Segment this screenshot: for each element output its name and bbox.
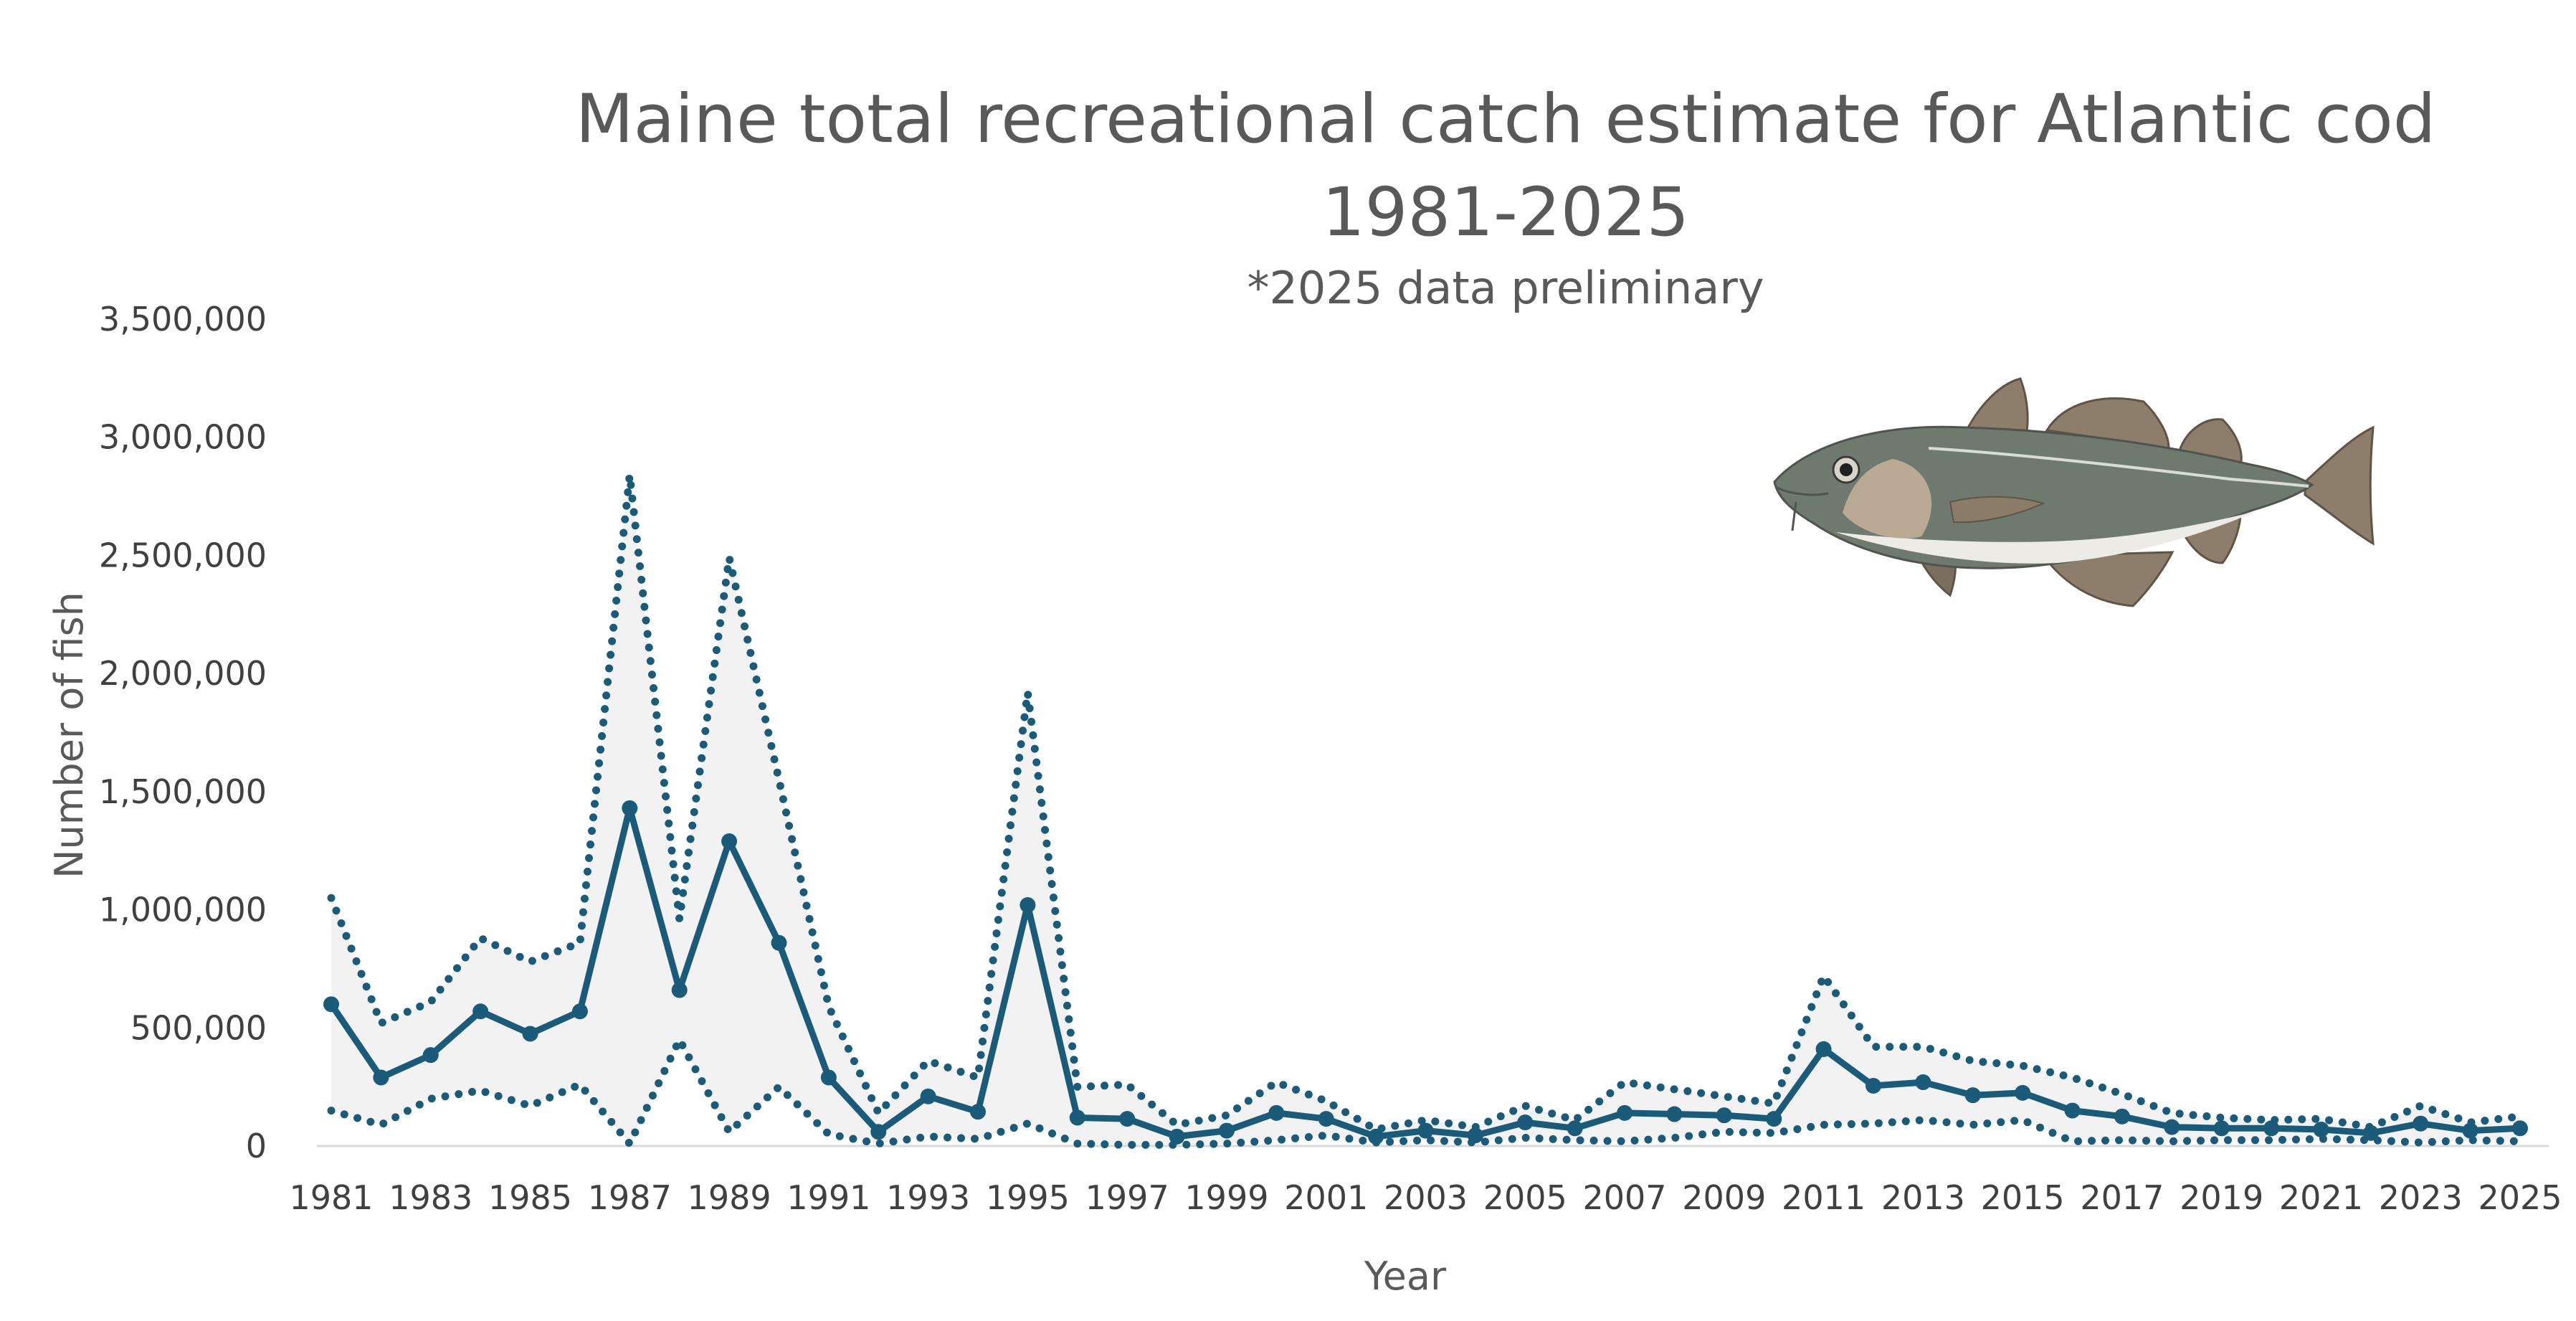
data-point: [1020, 896, 1036, 913]
atlantic-cod-image: [1773, 377, 2375, 607]
x-tick-label: 1987: [588, 1178, 672, 1217]
data-point: [771, 934, 787, 951]
x-tick-label: 2019: [2180, 1178, 2263, 1217]
data-point: [970, 1104, 987, 1120]
y-tick-label: 1,500,000: [99, 772, 267, 811]
y-tick-label: 2,000,000: [99, 654, 267, 693]
data-point: [870, 1124, 887, 1140]
confidence-band: [331, 475, 2520, 1145]
data-point: [323, 996, 339, 1013]
x-tick-label: 1991: [786, 1178, 870, 1217]
chart-subtitle: *2025 data preliminary: [1247, 262, 1764, 314]
data-point: [622, 800, 638, 816]
data-point: [671, 982, 688, 998]
data-point: [2462, 1122, 2478, 1139]
data-point: [1268, 1104, 1285, 1121]
x-tick-label: 1989: [688, 1178, 771, 1217]
data-point: [721, 833, 738, 850]
data-point: [422, 1047, 439, 1064]
x-tick-label: 2017: [2080, 1178, 2164, 1217]
data-point: [1467, 1127, 1483, 1144]
x-tick-label: 1997: [1085, 1178, 1169, 1217]
data-point: [820, 1069, 837, 1086]
x-tick-label: 2007: [1583, 1178, 1667, 1217]
data-point: [2313, 1121, 2329, 1137]
y-axis-title: Number of fish: [47, 592, 92, 879]
data-point: [522, 1026, 538, 1042]
x-tick-label: 1983: [389, 1178, 472, 1217]
x-tick-label: 2005: [1483, 1178, 1567, 1217]
data-point: [2362, 1124, 2379, 1141]
data-point: [2114, 1108, 2130, 1124]
x-tick-label: 2021: [2279, 1178, 2363, 1217]
data-point: [2512, 1120, 2528, 1137]
data-point: [2015, 1084, 2031, 1101]
data-point: [1865, 1077, 1881, 1094]
chart-title-line-2: 1981-2025: [1322, 174, 1689, 252]
x-tick-label: 2001: [1284, 1178, 1368, 1217]
data-point: [1069, 1109, 1085, 1126]
y-tick-label: 3,000,000: [99, 418, 267, 457]
data-point: [373, 1069, 389, 1086]
y-tick-label: 2,500,000: [99, 536, 267, 574]
x-tick-label: 2011: [1782, 1178, 1866, 1217]
series-lower-bound-line: [327, 1031, 2524, 1151]
data-point: [2263, 1120, 2280, 1137]
x-tick-label: 2003: [1384, 1178, 1468, 1217]
data-point: [1766, 1111, 1782, 1127]
x-tick-label: 2025: [2478, 1178, 2562, 1217]
chart-title-line-1: Maine total recreational catch estimate …: [576, 80, 2436, 158]
x-tick-label: 2013: [1881, 1178, 1965, 1217]
x-tick-label: 1981: [289, 1178, 373, 1217]
data-point: [1964, 1087, 1981, 1104]
data-point: [1915, 1074, 1931, 1091]
data-point: [2213, 1120, 2230, 1137]
data-point: [1567, 1120, 1583, 1137]
x-tick-label: 2009: [1682, 1178, 1766, 1217]
data-point: [1169, 1128, 1185, 1145]
data-point: [1517, 1114, 1534, 1131]
series-upper-bound-line: [327, 474, 2524, 1134]
data-point: [2413, 1115, 2429, 1132]
data-point: [1417, 1122, 1434, 1139]
y-tick-label: 500,000: [130, 1008, 267, 1047]
y-tick-label: 1,000,000: [99, 891, 267, 929]
data-point: [1318, 1111, 1334, 1127]
data-point: [2164, 1119, 2180, 1135]
x-tick-label: 1995: [986, 1178, 1070, 1217]
data-point: [1617, 1104, 1633, 1121]
x-tick-label: 1993: [886, 1178, 970, 1217]
data-point: [1119, 1111, 1136, 1127]
y-tick-label: 3,500,000: [99, 300, 267, 338]
data-point: [1368, 1128, 1384, 1145]
x-tick-label: 2015: [1981, 1178, 2065, 1217]
plot-area: 0 500,000 1,000,000 1,500,000 2,000,000 2,500…: [99, 300, 2562, 1217]
data-point: [1666, 1106, 1683, 1122]
data-point: [472, 1003, 489, 1020]
y-tick-label: 0: [246, 1127, 267, 1165]
data-point: [1815, 1041, 1832, 1057]
x-tick-label: 1985: [488, 1178, 572, 1217]
data-point: [1218, 1122, 1235, 1139]
data-point: [571, 1003, 588, 1020]
data-point: [920, 1088, 936, 1104]
data-point: [1716, 1107, 1732, 1124]
x-tick-label: 2023: [2379, 1178, 2463, 1217]
data-point: [2064, 1102, 2081, 1119]
x-axis-title: Year: [1364, 1254, 1447, 1299]
x-tick-label: 1999: [1184, 1178, 1268, 1217]
